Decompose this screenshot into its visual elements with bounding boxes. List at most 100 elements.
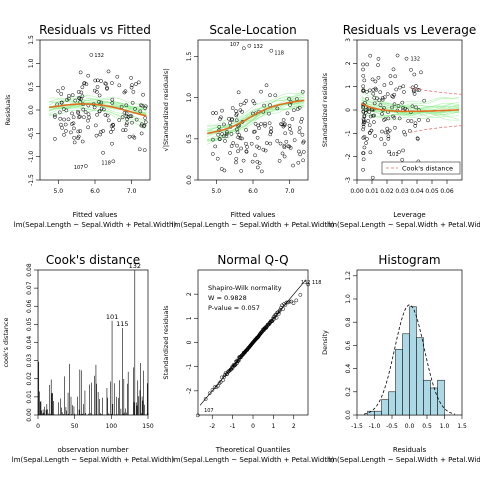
data-point [391,114,395,119]
data-point [287,96,291,101]
data-point [76,136,80,141]
data-point [264,83,269,88]
data-point [78,114,82,119]
data-point [218,117,222,121]
data-point [282,122,287,126]
data-point [301,140,306,145]
y-tick-label: 0.0 [345,410,352,420]
data-point [228,368,232,373]
data-point [99,79,103,83]
data-point [105,86,109,91]
data-point [253,153,257,158]
data-point [379,137,384,141]
data-point [283,131,288,136]
data-point [362,145,367,150]
data-point [52,113,57,118]
data-point [235,361,239,365]
data-point [387,128,392,133]
data-point [267,111,271,116]
data-point [120,115,125,120]
data-point [117,83,122,88]
data-point [234,118,239,123]
data-point [77,96,82,101]
data-point [368,150,373,155]
data-point [230,106,235,110]
y-axis-label: Standardized residuals [321,72,329,147]
data-point [94,89,99,94]
y-tick-label: -1 [345,130,352,136]
cooks-distance-curve [409,87,463,95]
bootstrap-smooth [361,113,460,120]
data-point [86,125,90,130]
y-tick-label: 0.04 [26,336,33,350]
data-point [378,103,383,108]
data-point [256,123,261,128]
data-point [72,126,76,131]
y-tick-label: 0.4 [345,364,352,374]
data-point [99,100,104,105]
y-tick-label: -3 [345,177,352,183]
data-point [215,156,220,161]
data-point [362,114,367,119]
point-label: 118 [101,160,111,166]
y-tick-label: 1.0 [186,93,193,103]
data-point [235,130,240,135]
data-point [83,110,88,114]
x-tick-label: 5.0 [212,188,222,195]
data-point [368,114,373,119]
data-point [138,103,143,108]
data-point [117,118,122,122]
data-point [236,359,240,364]
y-tick-label: -1.0 [28,151,35,163]
y-tick-label: 0.2 [345,387,352,397]
bootstrap-smooth [361,97,460,109]
data-point [84,82,89,87]
data-point [257,161,262,166]
data-point [95,78,100,83]
data-point [71,121,76,126]
data-point [282,145,287,150]
data-point [412,92,417,96]
data-point [255,135,260,140]
data-point [275,139,280,143]
data-point [94,133,99,138]
y-tick-label: -0.5 [28,127,35,139]
data-point [143,106,147,110]
data-point [244,128,248,132]
data-point [110,97,115,102]
data-point [76,134,81,139]
data-point [77,96,81,100]
data-point [306,282,311,287]
y-axis-label: Residuals [4,94,12,125]
x-tick-label: 1 [271,423,275,430]
data-point [235,143,239,148]
panel-title: Residuals vs Leverage [343,23,477,37]
model-formula: lm(Sepal.Length ~ Sepal.Width + Petal.Wi… [14,221,177,229]
x-tick-label: 6.0 [248,188,258,195]
data-point [66,117,71,122]
data-point [387,149,391,154]
data-point [301,158,305,163]
data-point [263,123,267,128]
data-point [80,85,85,90]
histogram-bar [388,391,396,416]
data-point [397,150,401,154]
data-point [289,131,294,135]
x-tick-label: 7.0 [127,188,137,195]
histogram-bar [437,379,445,416]
data-point [401,148,405,153]
bootstrap-smooth [207,105,305,135]
data-point [282,154,287,159]
data-point [222,373,227,377]
data-point [378,90,383,95]
data-point [290,117,295,121]
y-tick-label: 0.05 [26,318,33,332]
y-tick-label: 0 [186,340,193,344]
point-label: 107 [230,42,240,48]
data-point [210,152,215,156]
data-point [361,84,366,89]
data-point [392,102,397,107]
data-point [83,164,88,168]
data-point [57,110,62,115]
legend-label: Cook's distance [402,165,453,173]
